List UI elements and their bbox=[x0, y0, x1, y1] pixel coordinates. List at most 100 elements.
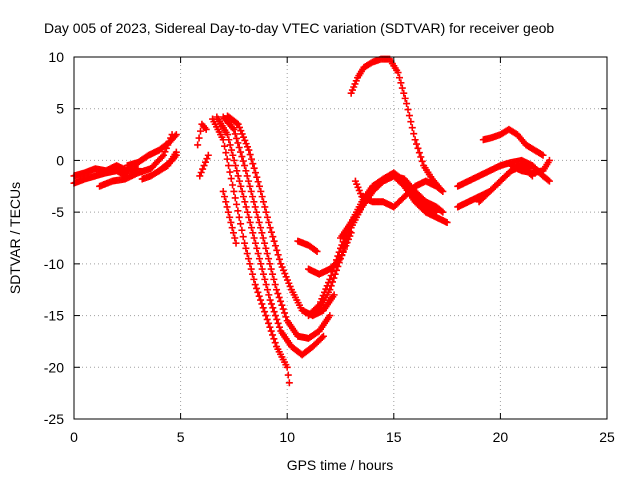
data-point bbox=[250, 234, 258, 242]
data-point bbox=[318, 334, 326, 342]
data-point bbox=[278, 263, 286, 271]
data-point bbox=[273, 286, 281, 294]
data-point bbox=[231, 162, 239, 170]
y-tick-label: 5 bbox=[56, 101, 64, 117]
data-point bbox=[222, 198, 230, 206]
data-point bbox=[243, 208, 251, 216]
y-tick-label: 10 bbox=[48, 49, 64, 65]
data-point bbox=[265, 218, 273, 226]
data-point bbox=[413, 140, 421, 148]
data-point bbox=[247, 265, 255, 273]
x-tick-label: 10 bbox=[279, 429, 295, 445]
data-point bbox=[270, 275, 278, 283]
data-point bbox=[253, 173, 261, 181]
data-point bbox=[196, 172, 204, 180]
data-point bbox=[270, 335, 278, 343]
data-point bbox=[270, 308, 278, 316]
data-point bbox=[277, 297, 285, 305]
series-track-i bbox=[315, 172, 451, 314]
data-point bbox=[261, 308, 269, 316]
grid bbox=[74, 57, 607, 419]
data-point bbox=[230, 125, 238, 133]
data-point bbox=[237, 182, 245, 190]
data-point bbox=[255, 255, 263, 263]
data-point bbox=[222, 149, 230, 157]
data-point bbox=[225, 136, 233, 144]
data-point bbox=[545, 177, 553, 185]
data-point bbox=[247, 187, 255, 195]
data-point bbox=[224, 131, 232, 139]
data-point bbox=[285, 279, 293, 287]
data-point bbox=[249, 270, 257, 278]
data-point bbox=[275, 323, 283, 331]
data-point bbox=[439, 208, 447, 216]
data-point bbox=[398, 84, 406, 92]
data-point bbox=[327, 271, 335, 279]
data-point bbox=[437, 185, 445, 193]
data-point bbox=[245, 213, 253, 221]
axis-ticks: 0 5 10 15 20 25 -25 -20 -15 -10 -5 0 5 10 bbox=[44, 49, 615, 445]
x-tick-label: 20 bbox=[493, 429, 509, 445]
data-point bbox=[251, 239, 259, 247]
data-point bbox=[255, 292, 263, 300]
data-point bbox=[259, 304, 267, 312]
data-point bbox=[238, 130, 246, 138]
data-point bbox=[414, 144, 422, 152]
data-point bbox=[246, 151, 254, 159]
data-point bbox=[282, 273, 290, 281]
data-point bbox=[443, 218, 451, 226]
data-point bbox=[258, 193, 266, 201]
data-point bbox=[246, 218, 254, 226]
data-point bbox=[250, 275, 258, 283]
data-point bbox=[227, 175, 235, 183]
data-point bbox=[254, 288, 262, 296]
series-track-f bbox=[219, 187, 240, 247]
data-point bbox=[259, 198, 267, 206]
chart-title: Day 005 of 2023, Sidereal Day-to-day VTE… bbox=[44, 20, 554, 36]
data-point bbox=[257, 260, 265, 268]
data-point bbox=[171, 132, 179, 140]
series-track-l bbox=[351, 177, 447, 211]
data-point bbox=[249, 160, 257, 168]
data-point bbox=[237, 148, 245, 156]
data-point bbox=[242, 140, 250, 148]
data-point bbox=[395, 74, 403, 82]
y-tick-label: -10 bbox=[44, 256, 64, 272]
data-point bbox=[224, 208, 232, 216]
data-point bbox=[438, 207, 446, 215]
data-point bbox=[231, 234, 239, 242]
series-track-late-3 bbox=[475, 162, 553, 206]
data-point bbox=[394, 69, 402, 77]
data-point bbox=[266, 260, 274, 268]
data-point bbox=[266, 323, 274, 331]
data-point bbox=[235, 144, 243, 151]
data-point bbox=[330, 264, 338, 272]
series-track-a2 bbox=[196, 151, 212, 180]
data-point bbox=[233, 119, 241, 127]
data-point bbox=[271, 339, 279, 347]
data-point bbox=[241, 162, 249, 170]
data-point bbox=[228, 224, 236, 232]
data-point bbox=[245, 177, 253, 185]
series-track-early-6 bbox=[155, 151, 180, 175]
data-point bbox=[253, 284, 261, 292]
data-point bbox=[204, 151, 212, 159]
data-point bbox=[245, 255, 253, 263]
data-point bbox=[237, 220, 245, 228]
data-point bbox=[234, 139, 242, 147]
data-point bbox=[249, 229, 257, 237]
data-point bbox=[239, 233, 247, 241]
data-point bbox=[234, 207, 242, 215]
data-point bbox=[225, 162, 233, 170]
data-point bbox=[267, 327, 275, 335]
data-point bbox=[235, 213, 243, 221]
data-point bbox=[258, 300, 266, 308]
data-point bbox=[262, 244, 270, 252]
data-point bbox=[278, 301, 286, 309]
data-point bbox=[261, 239, 269, 247]
data-point bbox=[251, 203, 259, 211]
data-point bbox=[227, 218, 235, 226]
data-point bbox=[269, 233, 277, 241]
data-point bbox=[257, 224, 265, 232]
data-point bbox=[269, 270, 277, 278]
